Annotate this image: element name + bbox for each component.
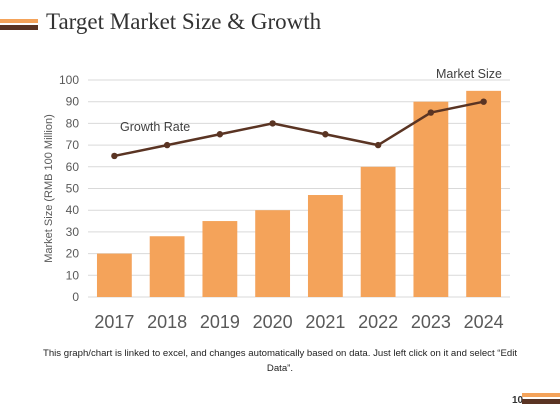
bar-market-size <box>307 195 343 297</box>
accent-bar-dark <box>0 25 38 30</box>
bar-market-size <box>466 90 502 297</box>
y-tick-label: 90 <box>66 95 80 109</box>
point-growth-rate <box>322 131 329 138</box>
point-growth-rate <box>427 109 435 116</box>
x-tick-label: 2021 <box>305 312 345 332</box>
x-tick-label: 2022 <box>358 312 398 332</box>
y-tick-label: 20 <box>66 247 80 261</box>
point-growth-rate <box>111 152 118 160</box>
y-tick-label: 10 <box>66 268 80 282</box>
x-tick-label: 2018 <box>147 312 187 332</box>
x-tick-label: 2020 <box>253 312 293 332</box>
y-tick-label: 40 <box>66 203 80 217</box>
chart-caption: This graph/chart is linked to excel, and… <box>42 348 518 374</box>
footer-bar-dark <box>522 399 560 404</box>
x-tick-label: 2019 <box>200 312 240 332</box>
y-axis-title: Market Size (RMB 100 Million) <box>43 114 55 263</box>
point-growth-rate <box>480 98 487 105</box>
label-market-size: Market Size <box>436 67 502 81</box>
point-growth-rate <box>216 131 224 138</box>
slide-title: Target Market Size & Growth <box>46 9 322 34</box>
bar-market-size <box>255 210 291 297</box>
footer-bar-light <box>522 393 560 397</box>
y-tick-label: 30 <box>66 225 80 239</box>
label-growth-rate: Growth Rate <box>120 120 190 134</box>
point-growth-rate <box>374 141 382 149</box>
point-growth-rate <box>163 141 171 149</box>
x-tick-label: 2017 <box>94 312 134 332</box>
y-tick-label: 0 <box>72 290 79 304</box>
y-tick-label: 80 <box>66 116 80 130</box>
y-tick-label: 50 <box>66 182 80 196</box>
page-number: 10 <box>512 395 524 406</box>
line-growth-rate <box>114 100 484 158</box>
y-tick-label: 100 <box>59 73 79 87</box>
bar-market-size <box>360 166 396 297</box>
accent-bar-light <box>0 19 38 23</box>
bar-market-size <box>96 253 132 297</box>
point-growth-rate <box>269 120 276 127</box>
bar-market-size <box>413 101 449 297</box>
y-tick-label: 60 <box>66 160 80 174</box>
bar-market-size <box>149 236 185 297</box>
x-tick-label: 2023 <box>411 312 451 332</box>
footer-accent-bars <box>522 393 560 404</box>
bar-market-size <box>202 221 238 297</box>
y-tick-label: 70 <box>66 138 80 152</box>
x-tick-label: 2024 <box>464 312 504 332</box>
title-accent-bars <box>0 19 38 30</box>
